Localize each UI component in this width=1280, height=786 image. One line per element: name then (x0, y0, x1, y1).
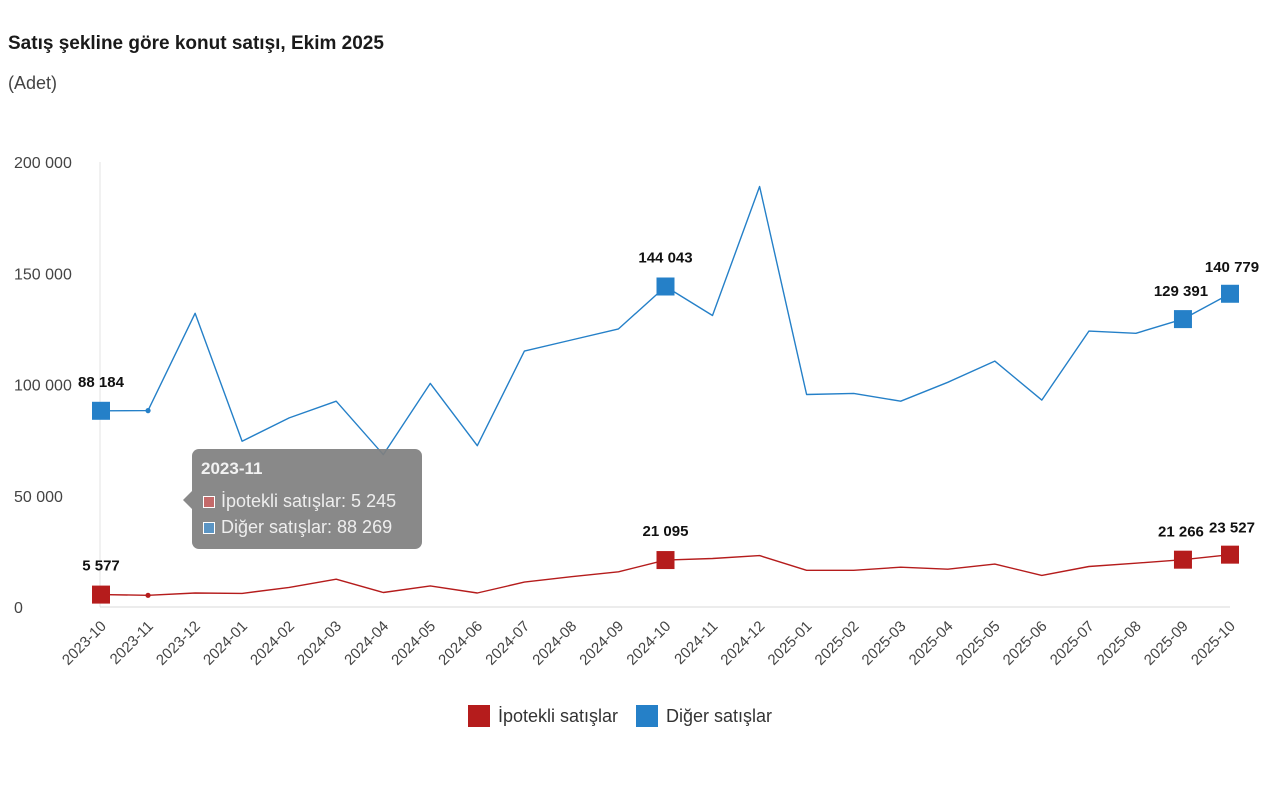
x-tick-label: 2023-10 (59, 618, 110, 669)
x-tick-label: 2025-04 (906, 618, 957, 669)
data-point-marker-ipotekli (1173, 550, 1192, 569)
x-tick-label: 2024-04 (341, 618, 392, 669)
data-point-marker-diger (1221, 284, 1239, 303)
tooltip-text-diger: Diğer satışlar: 88 269 (221, 517, 393, 537)
x-tick-label: 2025-10 (1188, 618, 1239, 669)
x-tick-label: 2024-11 (671, 618, 721, 668)
tooltip-title: 2023-11 (201, 459, 263, 478)
chart-legend: İpotekli satışlar Diğer satışlar (0, 705, 1240, 727)
x-tick-label: 2024-09 (576, 618, 627, 669)
series-line-diger (100, 185, 1231, 456)
x-tick-label: 2025-03 (859, 618, 910, 669)
y-tick-label: 0 (14, 600, 23, 617)
y-tick-label: 50 000 (14, 489, 63, 506)
x-tick-label: 2025-05 (953, 618, 1004, 669)
x-tick-label: 2024-08 (529, 618, 580, 669)
tooltip-swatch-diger (203, 521, 215, 534)
x-tick-label: 2024-06 (435, 618, 486, 669)
data-point-marker-diger (92, 401, 110, 420)
data-label-ipotekli: 5 577 (82, 558, 120, 575)
data-label-diger: 88 184 (78, 374, 125, 391)
data-point-marker-ipotekli (1221, 545, 1239, 564)
chart-unit-label: (Adet) (8, 73, 58, 93)
y-tick-label: 200 000 (14, 155, 72, 172)
hover-point-diger (145, 408, 151, 414)
hover-tooltip: 2023-11 İpotekli satışlar: 5 245 Diğer s… (183, 449, 422, 549)
data-point-marker-diger (656, 277, 675, 296)
data-label-ipotekli: 21 095 (643, 523, 689, 540)
data-label-ipotekli: 23 527 (1209, 520, 1255, 537)
data-label-diger: 129 391 (1154, 283, 1208, 300)
x-tick-label: 2024-10 (623, 618, 674, 669)
data-label-ipotekli: 21 266 (1158, 524, 1204, 541)
x-tick-label: 2025-08 (1094, 618, 1145, 669)
data-point-marker-ipotekli (92, 585, 110, 604)
data-point-marker-ipotekli (656, 551, 675, 570)
data-label-diger: 144 043 (638, 250, 692, 267)
tooltip-row-diger: Diğer satışlar: 88 269 (203, 517, 392, 538)
x-tick-label: 2023-12 (153, 618, 204, 669)
x-tick-label: 2024-05 (388, 618, 439, 669)
x-tick-label: 2025-01 (764, 618, 815, 669)
legend-swatch-diger (636, 705, 659, 727)
tooltip-text-ipotekli: İpotekli satışlar: 5 245 (221, 491, 397, 511)
x-tick-label: 2024-12 (717, 618, 768, 669)
x-tick-label: 2024-01 (200, 618, 251, 669)
legend-label-ipotekli: İpotekli satışlar (497, 705, 619, 726)
legend-item-diger[interactable]: Diğer satışlar (636, 705, 772, 727)
chart-title: Satış şekline göre konut satışı, Ekim 20… (8, 33, 384, 54)
legend-swatch-ipotekli (467, 705, 490, 727)
x-tick-label: 2025-07 (1047, 618, 1098, 669)
legend-label-diger: Diğer satışlar (666, 705, 773, 726)
x-tick-label: 2024-02 (247, 618, 298, 669)
x-tick-label: 2024-03 (294, 618, 345, 669)
tooltip-swatch-ipotekli (203, 495, 215, 508)
x-tick-label: 2025-06 (1000, 618, 1051, 669)
x-tick-label: 2024-07 (482, 618, 533, 669)
y-tick-label: 100 000 (14, 378, 72, 395)
legend-item-ipotekli[interactable]: İpotekli satışlar (467, 705, 619, 727)
x-tick-label: 2025-02 (812, 618, 863, 669)
hover-point-ipotekli (145, 592, 151, 598)
x-tick-label: 2023-11 (107, 618, 157, 668)
data-label-diger: 140 779 (1205, 259, 1259, 276)
tooltip-row-ipotekli: İpotekli satışlar: 5 245 (203, 491, 396, 512)
data-point-marker-diger (1173, 310, 1192, 329)
x-tick-label: 2025-09 (1141, 618, 1192, 669)
y-tick-label: 150 000 (14, 266, 72, 283)
